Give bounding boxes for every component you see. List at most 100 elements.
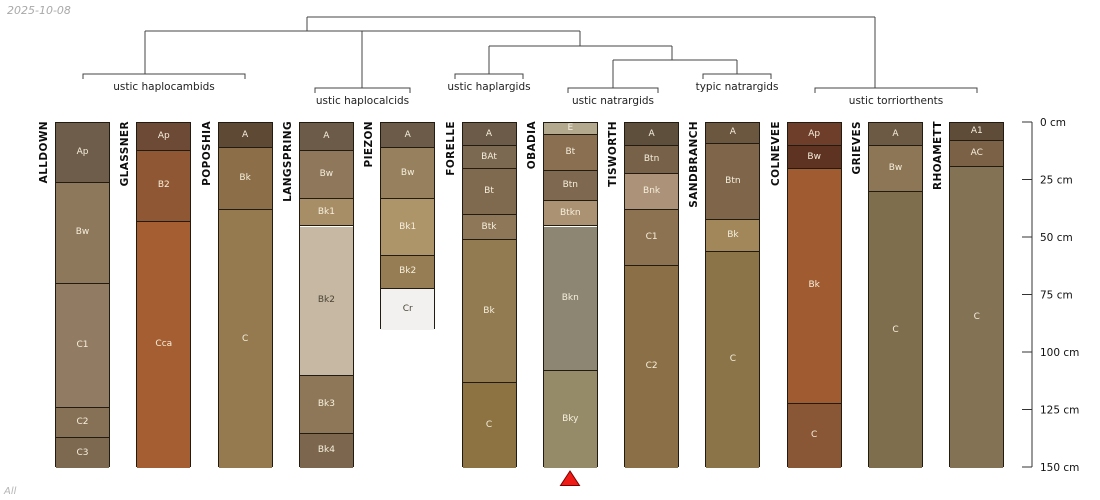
profile-column-grieves: A Bw C	[868, 122, 923, 468]
horizon-piezon-bw: Bw	[381, 148, 435, 199]
horizon-tisworth-bnk: Bnk	[625, 173, 679, 211]
horizon-label: Btn	[643, 153, 660, 164]
horizon-grieves-c: C	[869, 192, 922, 468]
horizon-alldown-c2: C2	[56, 408, 109, 439]
horizon-label: Btkn	[559, 207, 581, 218]
horizon-label: Bk	[727, 229, 739, 240]
profile-column-glassner: Ap B2 Cca	[136, 122, 192, 468]
depth-tick-label: 0 cm	[1040, 117, 1066, 129]
horizon-label: Bk4	[317, 445, 335, 456]
horizon-label: Btk	[481, 221, 497, 232]
horizon-piezon-bk2: Bk2	[381, 256, 435, 289]
horizon-label: C	[892, 324, 899, 335]
horizon-label: Bk1	[399, 221, 417, 232]
horizon-obadia-btkn: Btkn	[543, 201, 597, 227]
horizon-grieves-bw: Bw	[869, 146, 922, 192]
horizon-forelle-bk: Bk	[462, 240, 516, 383]
horizon-rhoamett-ac: AC	[950, 141, 1004, 167]
profile-column-langspring: A Bw Bk1 Bk2 Bk3 Bk4	[298, 122, 354, 468]
horizon-label: C	[729, 354, 737, 365]
profile-name-glassner: GLASSNER	[119, 121, 132, 187]
horizon-alldown-ap: Ap	[56, 123, 109, 183]
group-label-2: ustic haplargids	[447, 81, 530, 93]
horizon-label: Bw	[400, 167, 415, 178]
group-bracket	[314, 87, 411, 93]
horizon-obadia-bt: Bt	[543, 134, 597, 172]
triangle-up-icon	[559, 470, 581, 486]
horizon-alldown-bw: Bw	[56, 182, 109, 284]
horizon-label: C2	[76, 417, 89, 428]
horizon-sandbranch-c: C	[706, 251, 760, 468]
horizon-obadia-bky: Bky	[543, 371, 597, 468]
horizon-rhoamett-a1: A1	[950, 123, 1004, 142]
horizon-forelle-bat: BAt	[462, 146, 516, 169]
horizon-tisworth-c2: C2	[625, 265, 679, 468]
depth-tick-label: 25 cm	[1040, 175, 1073, 187]
depth-tick-label: 75 cm	[1040, 290, 1073, 302]
horizon-label: Btn	[725, 175, 741, 186]
horizon-sandbranch-bk: Bk	[706, 219, 760, 252]
horizon-alldown-c3: C3	[56, 438, 109, 468]
profile-column-alldown: Ap Bw C1 C2 C3	[55, 122, 110, 468]
horizon-langspring-a: A	[299, 123, 353, 151]
horizon-label: Ap	[157, 130, 170, 141]
group-bracket	[567, 87, 659, 93]
horizon-label: A	[242, 129, 249, 140]
depth-tick-label: 50 cm	[1040, 232, 1073, 244]
horizon-label: Ap	[76, 146, 89, 157]
group-label-3: ustic natrargids	[572, 95, 654, 107]
horizon-label: Bky	[562, 414, 579, 425]
horizon-forelle-btk: Btk	[462, 215, 516, 241]
horizon-label: A	[404, 129, 411, 140]
horizon-colnevee-bw: Bw	[787, 146, 841, 169]
horizon-sandbranch-btn: Btn	[706, 143, 760, 220]
horizon-label: Bk2	[317, 295, 335, 306]
depth-tick-label: 100 cm	[1040, 347, 1079, 359]
selection-marker-triangle	[559, 470, 581, 486]
horizon-tisworth-a: A	[625, 123, 679, 146]
horizon-label: Bt	[565, 146, 576, 157]
horizon-glassner-ap: Ap	[137, 123, 191, 151]
horizon-label: Btn	[562, 180, 578, 191]
horizon-label: C	[485, 419, 493, 430]
horizon-label: A	[729, 127, 736, 138]
horizon-label: Bw	[75, 227, 90, 238]
profile-name-poposhia: POPOSHIA	[200, 121, 213, 186]
horizon-alldown-c1: C1	[56, 284, 109, 409]
profile-name-rhoamett: RHOAMETT	[932, 121, 945, 191]
horizon-obadia-btn: Btn	[543, 171, 597, 202]
profile-name-obadia: OBADIA	[525, 121, 538, 170]
horizon-label: C	[811, 430, 818, 441]
profile-name-colnevee: COLNEVEE	[769, 121, 782, 186]
horizon-label: C	[973, 311, 980, 322]
horizon-label: Bk	[239, 173, 251, 184]
horizon-label: Bk	[483, 305, 495, 316]
horizon-label: C1	[645, 231, 658, 242]
date-label: 2025-10-08	[7, 4, 71, 17]
horizon-label: Cr	[402, 303, 413, 314]
profile-name-tisworth: TISWORTH	[607, 121, 620, 187]
group-bracket	[702, 73, 772, 79]
group-label-0: ustic haplocambids	[113, 81, 215, 93]
horizon-glassner-cca: Cca	[137, 221, 191, 468]
dendrogram: ustic haplocambids ustic haplocalcids usti…	[82, 16, 978, 107]
horizon-label: Bw	[319, 168, 334, 179]
depth-tick-label: 125 cm	[1040, 405, 1079, 417]
horizon-obadia-bkn: Bkn	[543, 226, 597, 372]
profile-name-piezon: PIEZON	[363, 121, 376, 168]
horizon-langspring-bw: Bw	[299, 150, 353, 199]
horizon-piezon-bk1: Bk1	[381, 198, 435, 257]
depth-axis: 0 cm 25 cm 50 cm 75 cm 100 cm 125 cm 150 cm	[1022, 117, 1079, 474]
horizon-label: Bkn	[561, 292, 579, 303]
horizon-sandbranch-a: A	[706, 123, 760, 144]
horizon-label: BAt	[481, 151, 497, 162]
profile-column-sandbranch: A Btn Bk C	[705, 122, 761, 468]
horizon-label: C2	[645, 361, 658, 372]
horizon-glassner-b2: B2	[137, 150, 191, 222]
profile-name-langspring: LANGSPRING	[281, 121, 294, 202]
horizon-piezon-a: A	[381, 123, 435, 149]
horizon-obadia-e: E	[543, 123, 597, 135]
horizon-label: B2	[157, 180, 170, 191]
horizon-langspring-bk1: Bk1	[299, 198, 353, 227]
